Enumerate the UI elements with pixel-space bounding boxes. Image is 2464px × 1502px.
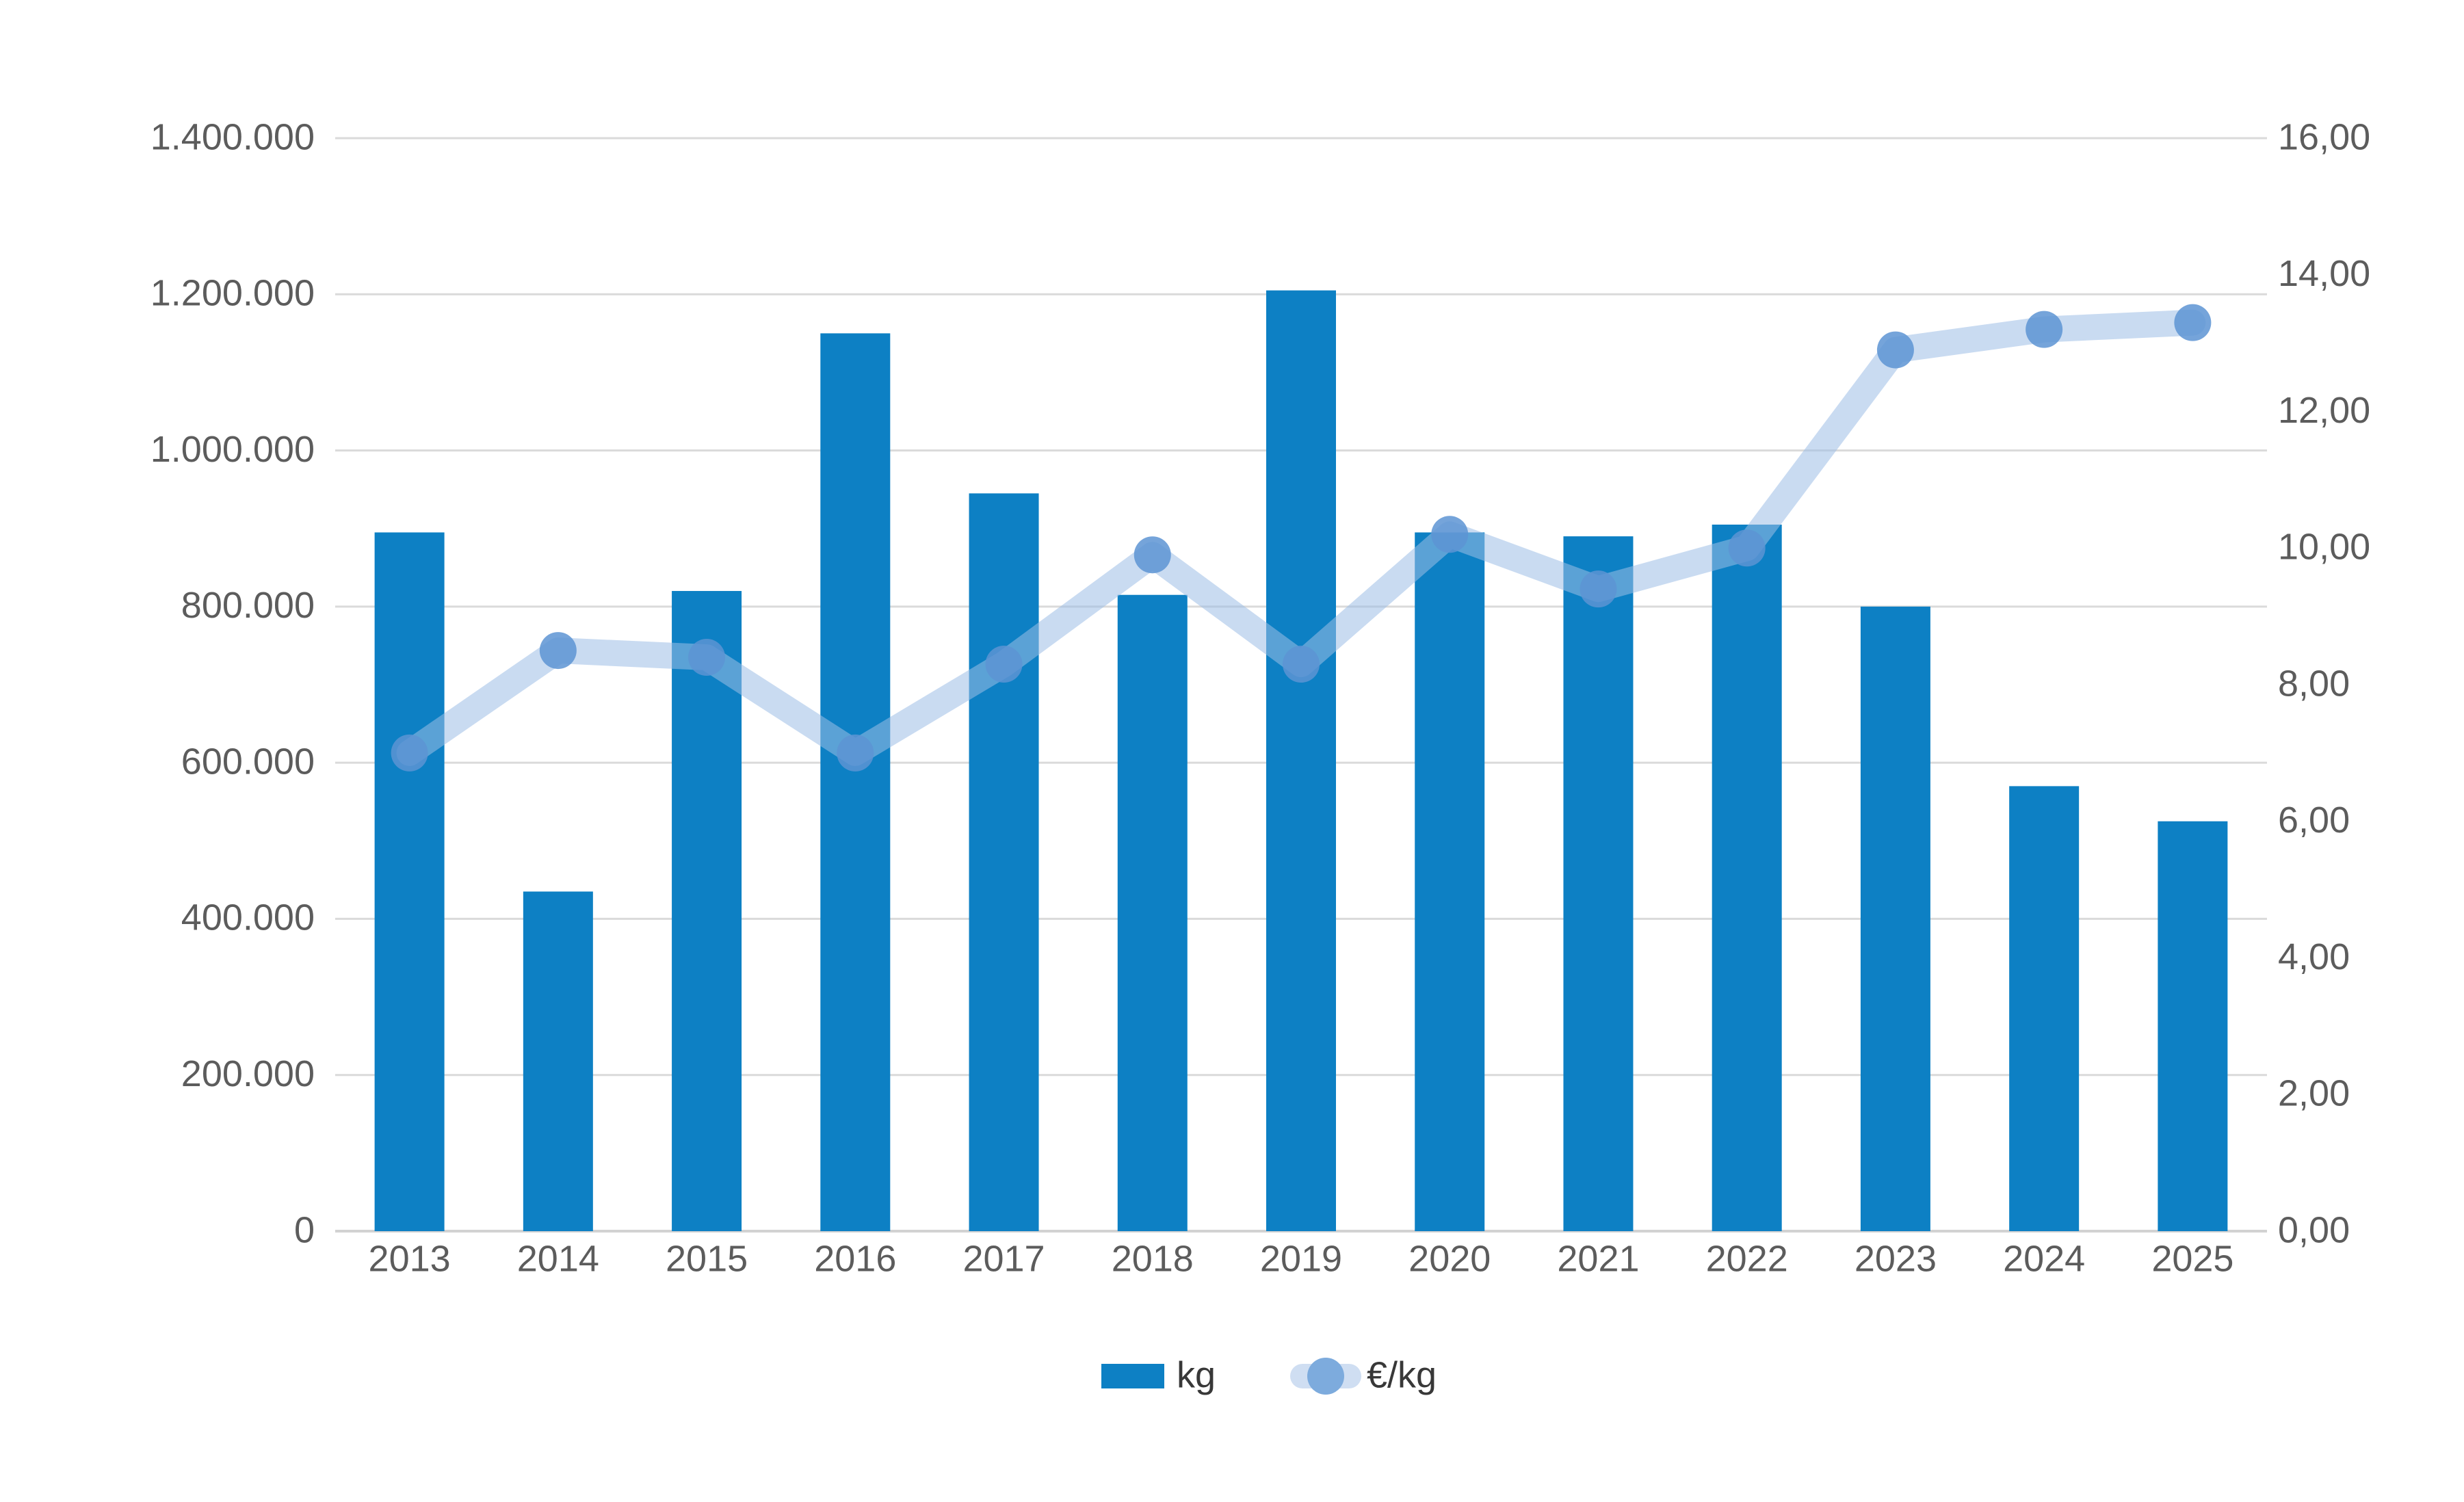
- bar-2017[interactable]: [969, 493, 1039, 1231]
- marker-2020[interactable]: [1431, 516, 1469, 553]
- bar-2018[interactable]: [1117, 594, 1188, 1231]
- chart-legend: kg €/kg: [1101, 1354, 1437, 1395]
- marker-2016[interactable]: [837, 734, 874, 772]
- bar-2014[interactable]: [523, 891, 593, 1231]
- legend-label-kg: kg: [1177, 1354, 1216, 1395]
- bar-2023[interactable]: [1860, 606, 1930, 1231]
- bar-2020[interactable]: [1415, 532, 1485, 1231]
- x-axis-label-2019: 2019: [1260, 1238, 1342, 1279]
- right-axis-tick-label: 8,00: [2278, 663, 2350, 704]
- bar-2019[interactable]: [1266, 290, 1336, 1231]
- bar-2013[interactable]: [374, 532, 445, 1231]
- x-axis-label-2024: 2024: [2003, 1238, 2085, 1279]
- bar-2024[interactable]: [2009, 786, 2080, 1231]
- x-axis-label-2016: 2016: [814, 1238, 896, 1279]
- marker-2017[interactable]: [985, 646, 1023, 683]
- x-axis-label-2020: 2020: [1408, 1238, 1491, 1279]
- x-axis-label-2013: 2013: [369, 1238, 451, 1279]
- marker-2018[interactable]: [1133, 536, 1171, 574]
- x-axis-label-2022: 2022: [1706, 1238, 1788, 1279]
- x-axis-label-2025: 2025: [2151, 1238, 2233, 1279]
- left-axis-tick-label: 600.000: [181, 741, 315, 782]
- x-axis-label-2021: 2021: [1557, 1238, 1639, 1279]
- marker-2014[interactable]: [539, 632, 577, 670]
- marker-2022[interactable]: [1728, 529, 1766, 567]
- x-axis-label-2017: 2017: [962, 1238, 1045, 1279]
- left-axis-tick-label: 0: [294, 1209, 315, 1250]
- right-axis-tick-label: 10,00: [2278, 527, 2370, 568]
- left-axis-tick-label: 1.400.000: [150, 116, 315, 157]
- right-axis-tick-label: 16,00: [2278, 116, 2370, 157]
- x-axis-label-2014: 2014: [517, 1238, 599, 1279]
- right-axis-tick-labels: 0,00 2,00 4,00 6,00 8,00 10,00 12,00 14,00 16,00: [2278, 116, 2370, 1250]
- left-axis-tick-label: 1.000.000: [150, 429, 315, 470]
- legend-item-kg[interactable]: kg: [1101, 1354, 1216, 1395]
- bar-2015[interactable]: [672, 591, 742, 1231]
- eur-per-kg-marker-icon: [1307, 1358, 1344, 1395]
- left-axis-tick-label: 400.000: [181, 897, 315, 938]
- right-axis-tick-label: 2,00: [2278, 1073, 2350, 1114]
- marker-2013[interactable]: [391, 734, 428, 772]
- right-axis-tick-label: 4,00: [2278, 936, 2350, 977]
- marker-2019[interactable]: [1283, 646, 1320, 683]
- x-axis-label-2015: 2015: [666, 1238, 748, 1279]
- bar-2021[interactable]: [1563, 536, 1634, 1231]
- kg-series-swatch-icon: [1101, 1364, 1164, 1388]
- kg-bar-series: [374, 290, 2228, 1232]
- marker-2025[interactable]: [2174, 304, 2212, 341]
- left-axis-tick-label: 1.200.000: [150, 273, 315, 314]
- x-axis-label-2023: 2023: [1854, 1238, 1937, 1279]
- right-axis-tick-label: 6,00: [2278, 800, 2350, 841]
- right-axis-tick-label: 14,00: [2278, 253, 2370, 294]
- legend-item-eur-per-kg[interactable]: €/kg: [1290, 1354, 1437, 1395]
- bar-2022[interactable]: [1712, 525, 1782, 1232]
- right-axis-tick-label: 12,00: [2278, 390, 2370, 431]
- left-axis-tick-label: 200.000: [181, 1053, 315, 1094]
- x-axis-year-labels: 2013 2014 2015 2016 2017 2018 2019 2020 2021 2022…: [369, 1238, 2234, 1279]
- marker-2015[interactable]: [688, 639, 726, 676]
- legend-label-eur-per-kg: €/kg: [1367, 1354, 1437, 1395]
- right-axis-tick-label: 0,00: [2278, 1209, 2350, 1250]
- left-axis-tick-label: 800.000: [181, 585, 315, 626]
- left-axis-tick-labels: 0 200.000 400.000 600.000 800.000 1.000.000 1.…: [150, 116, 315, 1250]
- bar-2025[interactable]: [2158, 821, 2228, 1231]
- marker-2021[interactable]: [1580, 570, 1617, 608]
- eur-per-kg-line-series: [391, 304, 2212, 772]
- marker-2023[interactable]: [1876, 331, 1914, 369]
- marker-2024[interactable]: [2026, 311, 2063, 348]
- bar-2016[interactable]: [820, 333, 891, 1231]
- x-axis-label-2018: 2018: [1112, 1238, 1194, 1279]
